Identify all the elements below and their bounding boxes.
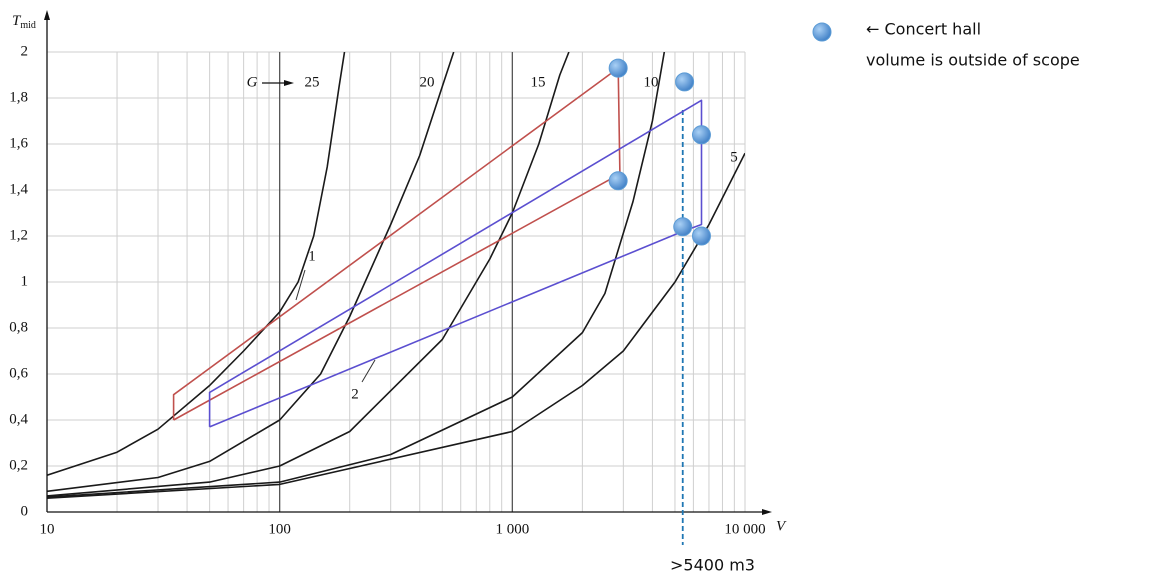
x-tick-label: 100 (268, 521, 291, 537)
y-tick-label: 1 (21, 273, 29, 289)
curve-label: 15 (531, 74, 546, 90)
legend-note: volume is outside of scope (866, 51, 1080, 70)
y-tick-label: 1,4 (9, 181, 28, 197)
region-label: 1 (308, 248, 316, 264)
data-point (608, 58, 628, 78)
x-tick-label: 1 000 (495, 521, 529, 537)
y-tick-label: 1,2 (9, 227, 28, 243)
y-axis-label: Tmid (12, 13, 36, 31)
data-point (673, 217, 693, 237)
leader-line (295, 269, 306, 301)
curve-prefix: G (247, 74, 258, 90)
prefix-arrow-head (284, 80, 294, 86)
curve-label: 5 (730, 149, 738, 165)
x-tick-label: 10 (40, 521, 55, 537)
y-tick-label: 0,2 (9, 457, 28, 473)
reference-label: >5400 m3 (670, 556, 755, 575)
y-axis-label-sub: mid (20, 20, 36, 31)
data-point (691, 125, 711, 145)
curve (47, 152, 745, 499)
y-tick-label: 2 (21, 43, 29, 59)
y-tick-label: 0,4 (9, 411, 28, 427)
curve (47, 52, 346, 476)
region-outline (172, 67, 621, 421)
data-point (608, 171, 628, 191)
x-axis-arrow (762, 509, 772, 515)
curve-label: 25 (305, 74, 320, 90)
y-axis-label-main: T (12, 13, 22, 29)
y-tick-label: 0 (21, 503, 29, 519)
x-axis-label: V (776, 518, 787, 534)
curve-label: 10 (644, 74, 659, 90)
curve (47, 52, 455, 493)
y-axis-arrow (44, 10, 50, 20)
curve (47, 52, 570, 497)
y-tick-label: 0,6 (9, 365, 28, 381)
y-tick-label: 1,8 (9, 89, 28, 105)
plot-area (47, 52, 745, 499)
legend-marker (812, 22, 832, 42)
region-outline (208, 99, 703, 428)
region-label: 2 (351, 386, 359, 402)
legend-label: ← Concert hall (866, 20, 981, 39)
curve (47, 52, 666, 498)
x-tick-label: 10 000 (724, 521, 765, 537)
data-point (675, 72, 695, 92)
overlay: 0 0,2 0,4 0,6 0,8 1 1,2 1,4 1,6 1,8 2 10 100 1 000 10 … (9, 10, 1080, 575)
y-tick-label: 1,6 (9, 135, 28, 151)
data-point (691, 226, 711, 246)
curve-label: 20 (420, 74, 435, 90)
y-tick-label: 0,8 (9, 319, 28, 335)
leader-line (361, 359, 376, 383)
